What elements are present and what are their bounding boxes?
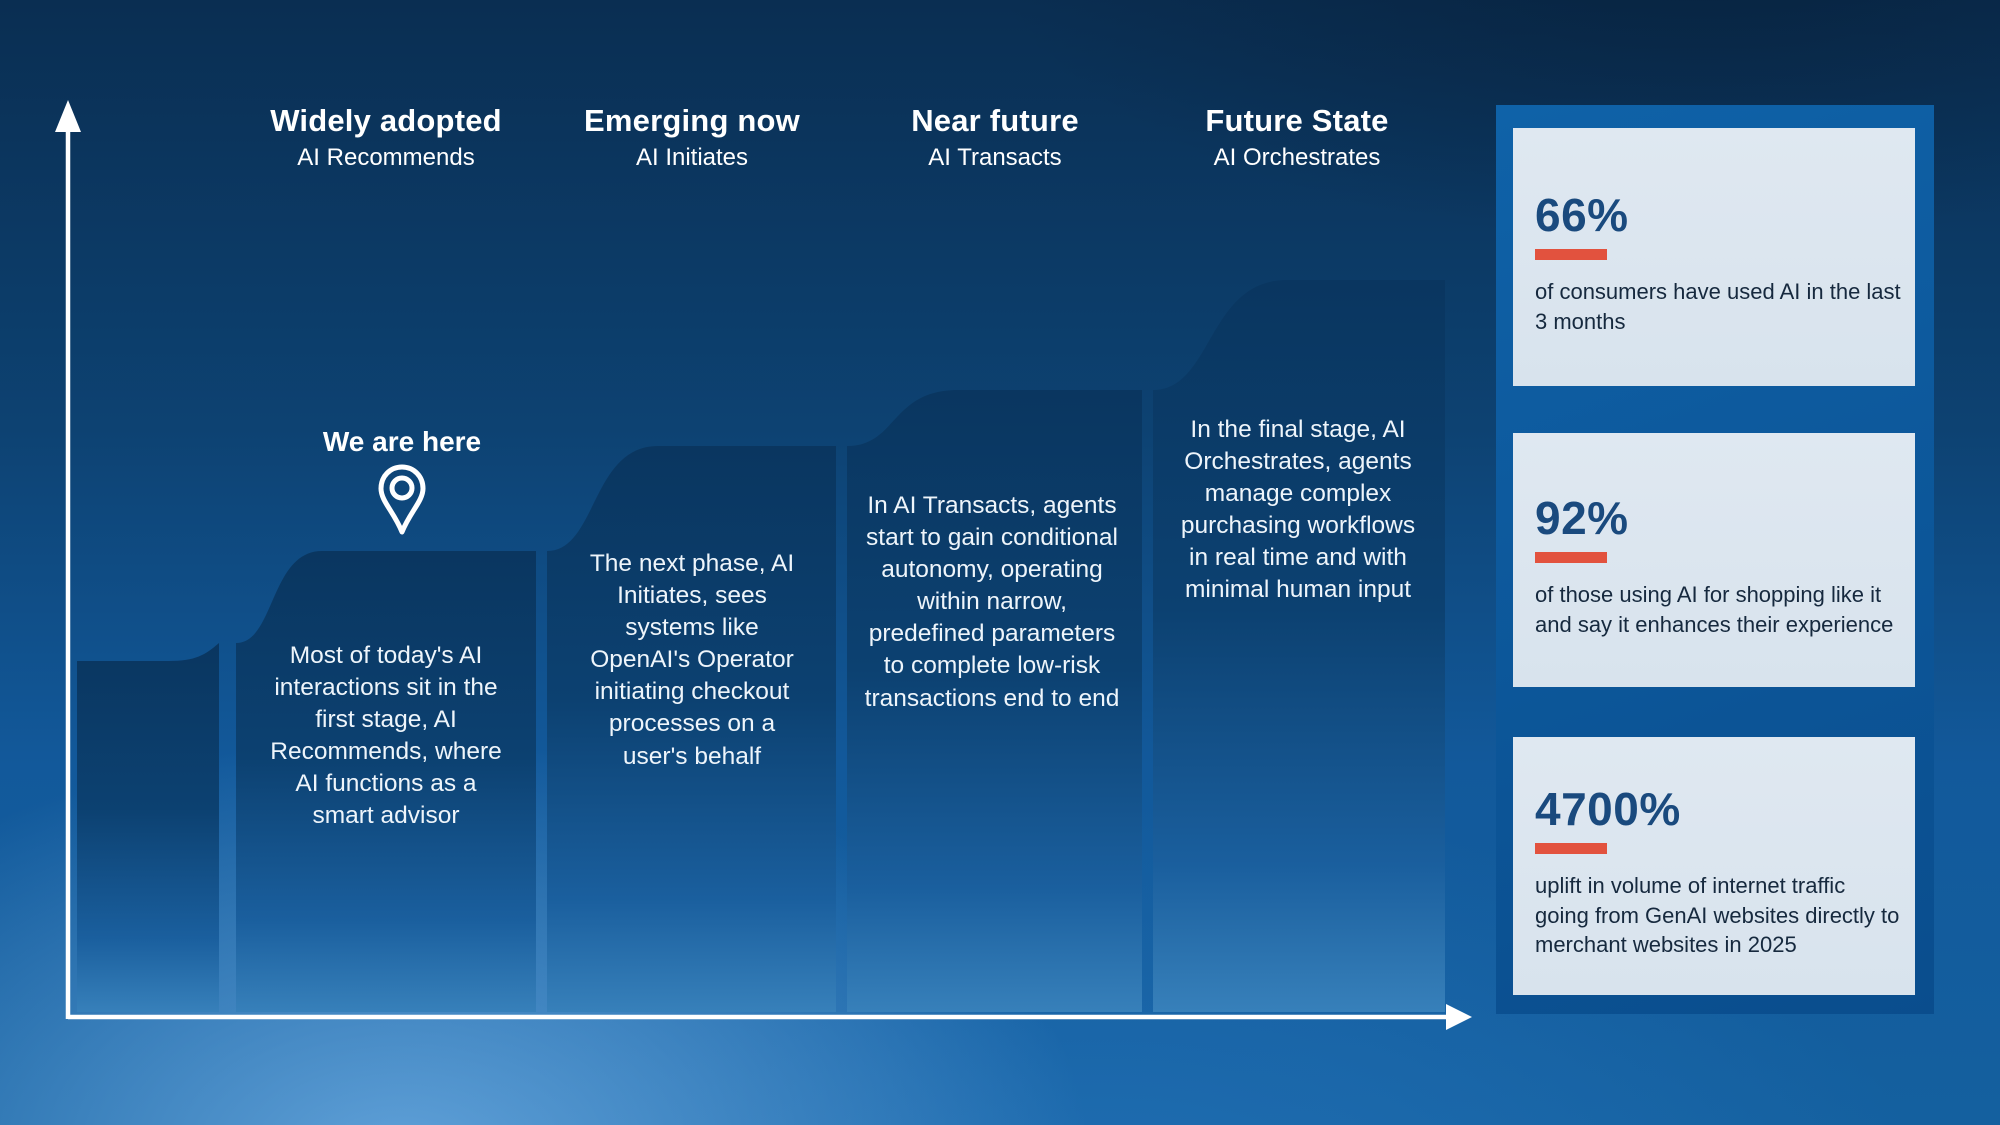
- stat-description: uplift in volume of internet traffic goi…: [1535, 872, 1900, 958]
- stage-title: Near future: [911, 103, 1079, 138]
- stat-description: of those using AI for shopping like it a…: [1535, 581, 1894, 637]
- location-pin-icon: [378, 464, 426, 535]
- stage-title: Emerging now: [584, 103, 800, 138]
- y-axis-arrow-icon: [55, 100, 81, 132]
- stage-header-4: Future State AI Orchestrates: [1137, 103, 1457, 172]
- stage-subtitle: AI Initiates: [635, 144, 749, 171]
- stage-header-2: Emerging now AI Initiates: [532, 103, 852, 172]
- stat-accent-bar: [1535, 248, 1607, 260]
- stage-description-4: In the final stage, AI Orchestrates, age…: [1180, 416, 1416, 604]
- stage-subtitle: AI Recommends: [297, 144, 475, 171]
- stage-header-3: Near future AI Transacts: [835, 103, 1155, 172]
- stat-value: 92%: [1535, 491, 1629, 544]
- stage-description-2: The next phase, AI Initiates, sees syste…: [589, 550, 795, 770]
- step-shape-stage-2: [547, 446, 836, 1012]
- stat-value: 4700%: [1535, 782, 1681, 835]
- stage-description-1: Most of today's AI interactions sit in t…: [270, 642, 502, 830]
- step-shape-stage-3: [847, 390, 1142, 1012]
- stat-card-2: 92% of those using AI for shopping like …: [1513, 433, 1915, 687]
- we-are-here-label: We are here: [322, 426, 482, 457]
- stage-description-3: In AI Transacts, agents start to gain co…: [864, 492, 1120, 712]
- stage-header-1: Widely adopted AI Recommends: [226, 103, 546, 172]
- step-shape-stage-1: [236, 551, 536, 1012]
- stat-value: 66%: [1535, 188, 1629, 241]
- stage-subtitle: AI Transacts: [928, 144, 1062, 171]
- stat-description: of consumers have used AI in the last 3 …: [1535, 278, 1901, 334]
- stat-card-1: 66% of consumers have used AI in the las…: [1513, 128, 1915, 386]
- stage-title: Future State: [1205, 103, 1389, 138]
- stage-title: Widely adopted: [270, 103, 502, 138]
- stat-accent-bar: [1535, 842, 1607, 854]
- stage-subtitle: AI Orchestrates: [1213, 144, 1381, 171]
- step-shape-intro: [77, 643, 219, 1012]
- stats-panel: 66% of consumers have used AI in the las…: [1496, 105, 1934, 1014]
- stat-accent-bar: [1535, 551, 1607, 563]
- step-shape-stage-4: [1153, 280, 1445, 1012]
- x-axis-arrow-icon: [1446, 1004, 1472, 1030]
- stat-card-3: 4700% uplift in volume of internet traff…: [1513, 737, 1915, 995]
